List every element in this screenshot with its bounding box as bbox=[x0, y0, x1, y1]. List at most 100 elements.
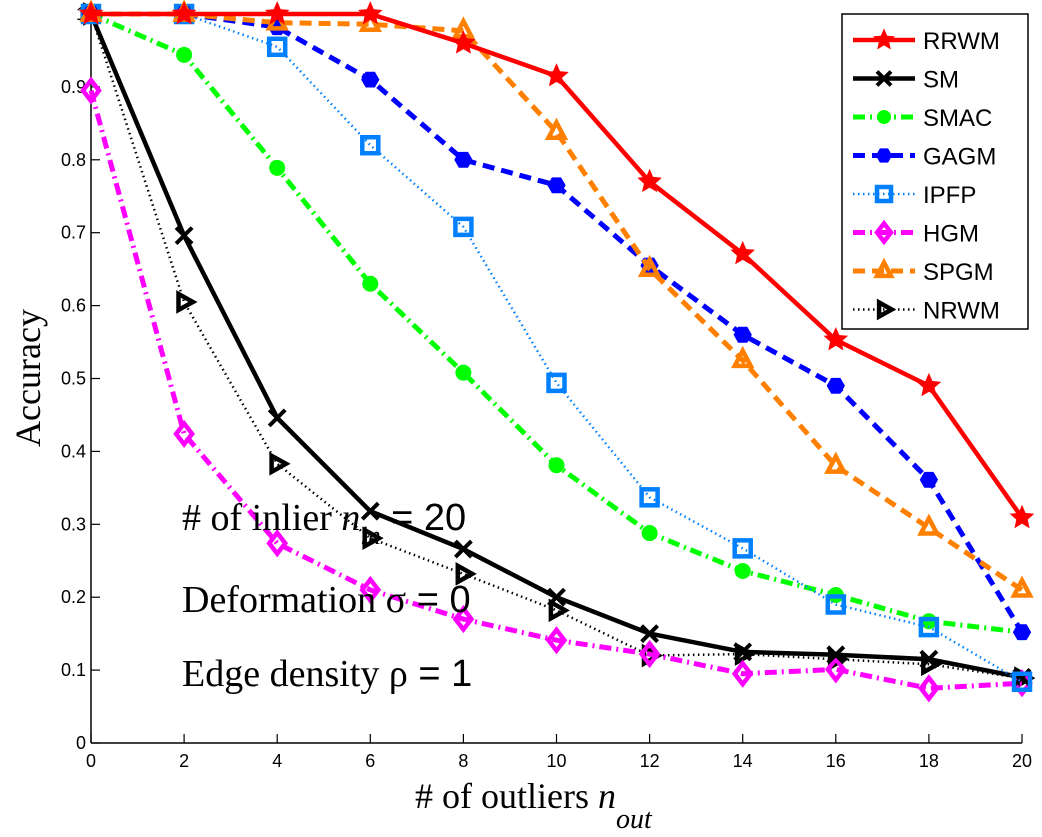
x-tick-label: 2 bbox=[179, 751, 189, 771]
data-point bbox=[730, 345, 755, 369]
x-tick-label: 6 bbox=[365, 751, 375, 771]
data-point bbox=[733, 326, 752, 343]
data-point bbox=[453, 539, 473, 559]
data-point bbox=[875, 148, 893, 163]
data-point bbox=[547, 587, 566, 607]
data-point bbox=[544, 117, 569, 140]
data-point bbox=[78, 1, 104, 25]
data-point bbox=[1012, 624, 1032, 641]
data-point bbox=[875, 70, 893, 87]
data-point bbox=[1011, 671, 1033, 693]
series-hgm bbox=[80, 76, 1033, 703]
legend-item-smac: SMAC bbox=[853, 105, 992, 132]
data-point bbox=[916, 372, 942, 397]
data-point bbox=[824, 655, 847, 684]
legend-label: IPFP bbox=[923, 182, 976, 209]
legend-box bbox=[841, 13, 1029, 330]
legend-item-rrwm: RRWM bbox=[853, 28, 1000, 55]
data-point bbox=[267, 408, 287, 428]
data-point bbox=[824, 451, 848, 474]
y-tick-label: 0.9 bbox=[61, 77, 86, 97]
data-point bbox=[171, 1, 197, 25]
data-point bbox=[455, 562, 477, 586]
data-point bbox=[825, 594, 847, 615]
annotations: # of inlier nin = 20 Deformation σ = 0 E… bbox=[182, 497, 472, 695]
data-point bbox=[176, 290, 198, 314]
data-point bbox=[876, 298, 897, 321]
legend: RRWM SM SMAC GAGM IPFP HGM SPGM NRWM bbox=[841, 13, 1029, 330]
data-point bbox=[874, 184, 894, 204]
legend-label: SMAC bbox=[923, 105, 992, 132]
data-point bbox=[546, 372, 567, 394]
data-point bbox=[452, 604, 475, 634]
data-point bbox=[266, 36, 288, 58]
y-axis-title: Accuracy bbox=[8, 309, 48, 447]
legend-label: NRWM bbox=[923, 298, 1000, 325]
data-point bbox=[873, 257, 895, 279]
data-point bbox=[637, 168, 662, 193]
ticks: 0 2 4 6 8 10 12 14 16 18 20 0 0.1 0.2 0.3 0.4 0.5 0.6 0.7 0… bbox=[61, 4, 1032, 771]
series-rrwm bbox=[78, 1, 1035, 529]
data-point bbox=[362, 275, 379, 292]
data-point bbox=[264, 1, 290, 25]
data-point bbox=[918, 616, 940, 638]
data-point bbox=[176, 46, 193, 63]
y-tick-label: 0.5 bbox=[61, 369, 86, 389]
data-point bbox=[917, 513, 941, 536]
annotation-deformation: Deformation σ = 0 bbox=[182, 579, 471, 621]
data-point bbox=[1011, 669, 1033, 698]
legend-item-gagm: GAGM bbox=[853, 144, 996, 171]
y-tick-label: 0.4 bbox=[61, 441, 86, 461]
data-point bbox=[266, 529, 289, 558]
series-line bbox=[88, 89, 1023, 691]
x-tick-label: 14 bbox=[733, 751, 753, 771]
data-point bbox=[641, 525, 658, 542]
x-tick-label: 18 bbox=[919, 751, 939, 771]
legend-label: HGM bbox=[923, 221, 979, 248]
data-point bbox=[455, 364, 472, 381]
legend-item-nrwm: NRWM bbox=[853, 298, 1000, 325]
data-point bbox=[1009, 504, 1035, 529]
y-tick-label: 0.1 bbox=[61, 660, 86, 680]
y-tick-label: 0.7 bbox=[61, 223, 86, 243]
data-point bbox=[823, 326, 849, 351]
y-tick-label: 0.2 bbox=[61, 587, 86, 607]
y-tick-label: 0.6 bbox=[61, 296, 86, 316]
legend-label: SM bbox=[923, 67, 959, 94]
data-point bbox=[637, 254, 662, 277]
series-line bbox=[91, 11, 1024, 592]
data-point bbox=[545, 626, 568, 655]
data-point bbox=[269, 451, 291, 476]
data-point bbox=[731, 659, 754, 688]
y-tick-label: 0 bbox=[76, 733, 86, 753]
legend-item-hgm: HGM bbox=[853, 219, 979, 248]
data-point bbox=[80, 76, 102, 105]
data-point bbox=[359, 575, 382, 605]
data-point bbox=[360, 501, 380, 521]
y-tick-label: 0.3 bbox=[61, 514, 86, 534]
data-point bbox=[734, 562, 751, 579]
data-point bbox=[451, 30, 476, 54]
data-point bbox=[360, 134, 381, 156]
data-point bbox=[548, 457, 565, 474]
annotation-edge-density: Edge density ρ = 1 bbox=[182, 653, 472, 695]
data-point bbox=[640, 624, 660, 644]
data-point bbox=[548, 598, 570, 623]
x-tick-label: 10 bbox=[546, 751, 566, 771]
data-point bbox=[174, 226, 194, 246]
data-point bbox=[361, 71, 380, 88]
data-point bbox=[358, 1, 383, 25]
series bbox=[78, 0, 1036, 703]
data-point bbox=[872, 28, 896, 50]
data-point bbox=[733, 642, 753, 662]
data-point bbox=[730, 240, 756, 265]
data-point bbox=[173, 419, 195, 448]
x-tick-label: 16 bbox=[826, 751, 846, 771]
x-tick-label: 8 bbox=[458, 751, 468, 771]
data-point bbox=[453, 216, 474, 238]
legend-item-spgm: SPGM bbox=[853, 257, 994, 286]
data-point bbox=[547, 177, 566, 194]
data-point bbox=[639, 487, 660, 508]
data-point bbox=[454, 151, 473, 168]
